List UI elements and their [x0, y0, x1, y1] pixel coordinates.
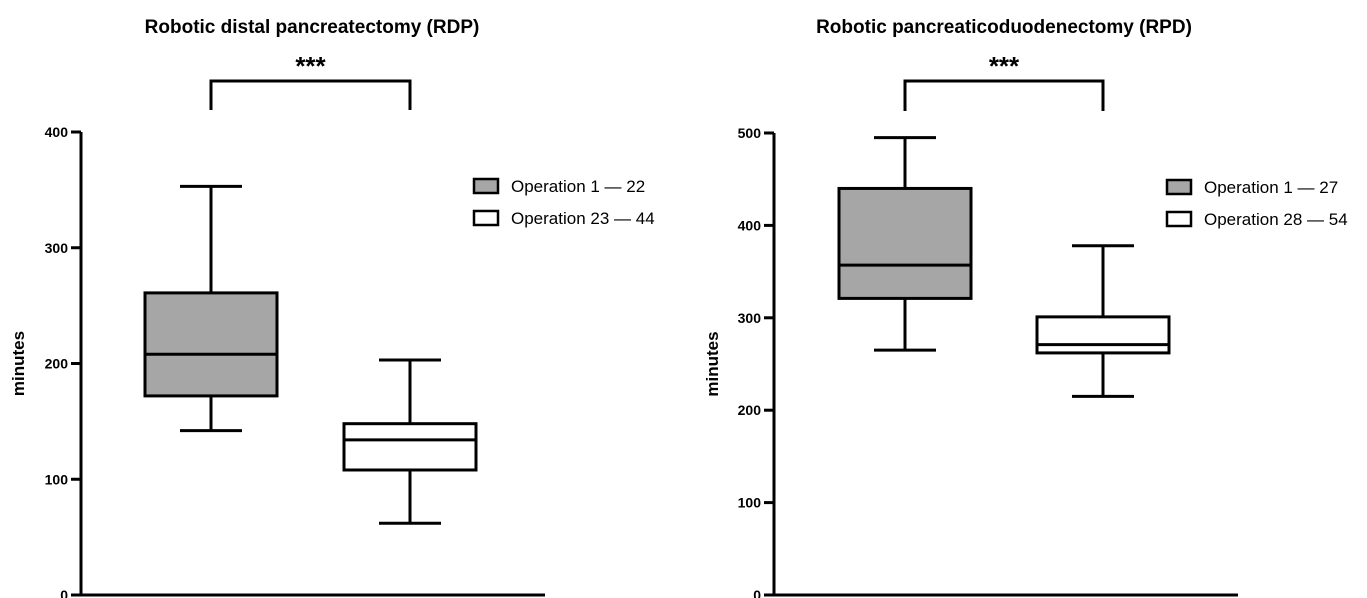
chart-panel-1: Robotic distal pancreatectomy (RDP) minut…: [9, 17, 655, 598]
y-tick-label: 100: [738, 495, 762, 511]
y-tick-label: 400: [738, 217, 762, 233]
y-tick-label: 0: [60, 587, 68, 598]
y-tick-label: 300: [738, 310, 762, 326]
chart-panel-2: Robotic pancreaticoduodenectomy (RPD) min…: [703, 17, 1348, 598]
legend-label: Operation 23 — 44: [511, 209, 655, 228]
chart-title: Robotic distal pancreatectomy (RDP): [145, 17, 480, 38]
significance-bracket: [903, 79, 1105, 111]
significance-bracket: [209, 79, 412, 110]
box-iqr: [837, 186, 973, 300]
legend-swatch: [472, 177, 500, 195]
box-iqr: [1035, 315, 1171, 355]
chart-title: Robotic pancreaticoduodenectomy (RPD): [816, 17, 1192, 38]
legend-label: Operation 1 — 22: [511, 177, 645, 196]
legend-swatch: [472, 209, 500, 227]
legend-label: Operation 1 — 27: [1204, 178, 1338, 197]
legend-swatch: [1165, 178, 1193, 196]
legend-swatch: [1165, 210, 1193, 228]
y-tick-label: 200: [45, 356, 69, 372]
y-axis-label: minutes: [703, 331, 722, 396]
y-tick-label: 200: [738, 402, 762, 418]
box-2: [1035, 244, 1171, 398]
y-tick-label: 300: [45, 240, 69, 256]
box-iqr: [143, 291, 279, 398]
box-1: [837, 136, 973, 352]
y-tick-label: 100: [45, 471, 69, 487]
significance-stars: ***: [295, 51, 326, 81]
y-tick-label: 500: [738, 125, 762, 141]
y-axis-label: minutes: [9, 331, 28, 396]
box-2: [342, 358, 478, 525]
box-1: [143, 184, 279, 433]
significance-stars: ***: [989, 51, 1020, 81]
y-tick-label: 0: [753, 587, 761, 598]
y-tick-label: 400: [45, 124, 69, 140]
legend-label: Operation 28 — 54: [1204, 210, 1348, 229]
box-iqr: [342, 422, 478, 472]
